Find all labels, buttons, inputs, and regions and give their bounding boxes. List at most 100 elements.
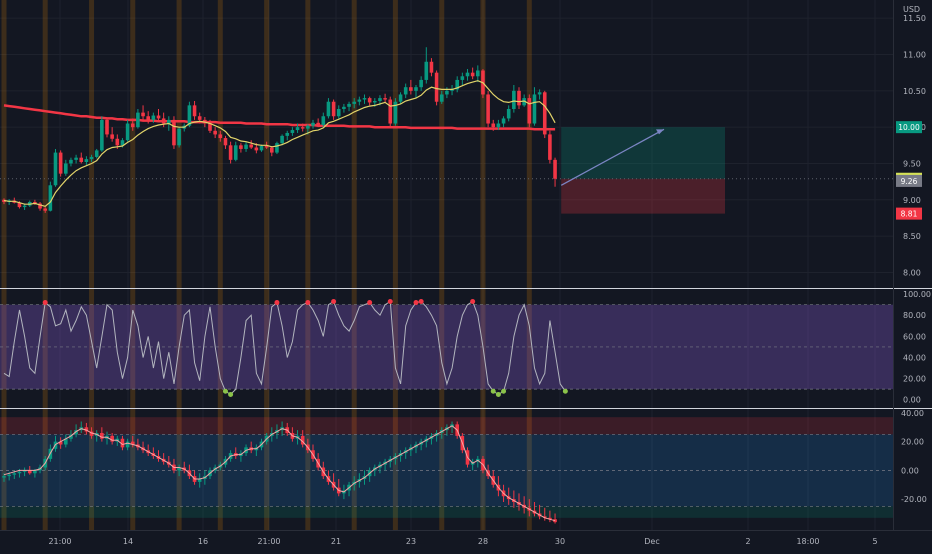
candle-body [311,122,315,126]
pane-dividers[interactable] [0,0,932,531]
candle-body [306,125,310,129]
candle-body [125,123,130,141]
oscillator-pane[interactable] [0,299,893,397]
candle-body [136,112,140,128]
candle-body [486,94,490,124]
momentum-candle-body [12,473,17,475]
price-pane[interactable] [0,47,893,214]
session-highlight-band [42,0,48,530]
candle-body [393,101,398,124]
candle-body [290,130,295,133]
price-axis[interactable]: USD 11.50 11.00 10.50 10.00 9.50 9.00 8.50 8.00… [896,5,931,504]
overbought-marker [331,299,337,305]
candle-body [33,201,37,204]
momentum-candle-body [177,467,181,471]
momentum-candle-body [64,438,68,445]
momentum-candle-body [33,470,37,474]
oversold-marker [228,391,234,397]
candle-body [506,108,511,119]
momentum-tick-label: 40.00 [901,409,924,418]
price-tick-label: 8.50 [903,232,921,241]
momentum-candle-body [300,435,305,445]
time-tick-label: 21 [331,537,341,546]
candle-body [409,87,413,91]
candle-body [141,112,145,117]
time-tick-label: 2 [745,537,750,546]
candle-body [403,87,408,95]
candle-body [115,138,120,146]
price-tick-label: 9.00 [903,196,921,205]
candle-body [537,92,542,95]
candle-body [89,156,94,160]
time-axis[interactable]: 21:00 14 16 21:00 21 23 28 30 Dec 2 18:00 5 [48,537,877,546]
overbought-marker [42,300,48,306]
candle-body [177,128,181,146]
target-zone [561,127,725,179]
time-tick-label: 28 [478,537,488,546]
candle-body [532,94,537,124]
price-tick-label: 10.50 [903,87,926,96]
momentum-candle-body [69,434,73,439]
candle-body [336,108,341,117]
candle-body [94,150,99,157]
overbought-marker [413,300,419,306]
momentum-candle-body [197,479,202,482]
oscillator-tick-label: 80.00 [903,311,926,320]
price-label-box [896,121,922,134]
fast-moving-average-line [3,80,556,207]
candle-body [254,147,259,151]
session-highlight-band [480,0,486,530]
oversold-marker [495,391,501,397]
overbought-marker [367,300,373,306]
candle-body [218,134,223,139]
session-highlight-band [1,0,7,530]
candle-body [367,98,372,103]
time-tick-label: 30 [555,537,565,546]
candle-body [460,76,465,80]
candle-body [192,105,197,117]
currency-label: USD [903,5,920,14]
oversold-zone [0,506,893,518]
session-highlight-band [439,0,445,530]
oscillator-tick-label: 0.00 [903,396,921,405]
candle-body [275,143,279,153]
momentum-candle-body [27,470,32,474]
price-tick-label: 11.50 [903,14,926,23]
overbought-marker [387,299,393,305]
time-tick-label: 5 [872,537,877,546]
candle-body [161,118,166,124]
candle-body [239,145,243,149]
candle-body [259,146,264,151]
session-highlight-band [392,0,398,530]
momentum-candle-body [74,430,78,435]
time-tick-label: 21:00 [257,537,280,546]
candle-body [53,152,58,186]
time-tick-label: Dec [644,537,659,546]
candle-body [450,89,454,91]
candle-body [434,72,439,102]
candle-body [501,118,506,124]
candle-body [316,122,320,125]
candle-body [146,116,150,120]
candle-body [522,98,526,106]
overbought-marker [418,299,424,305]
price-label-box [896,174,922,187]
session-highlights [1,0,532,530]
price-label-text: 8.81 [901,210,918,219]
candle-body [378,98,382,101]
candle-body [445,90,449,95]
candle-body [373,100,377,103]
session-highlight-band [526,0,532,530]
candle-body [352,101,356,104]
candle-body [187,105,192,126]
candle-body [38,203,42,209]
momentum-candle-body [130,441,135,445]
projection-arrow-head [656,129,664,135]
session-highlight-band [217,0,223,530]
price-label-text: 10.00 [898,123,920,132]
candle-body [295,127,300,131]
candle-body [79,157,84,163]
momentum-pane[interactable] [0,417,893,524]
